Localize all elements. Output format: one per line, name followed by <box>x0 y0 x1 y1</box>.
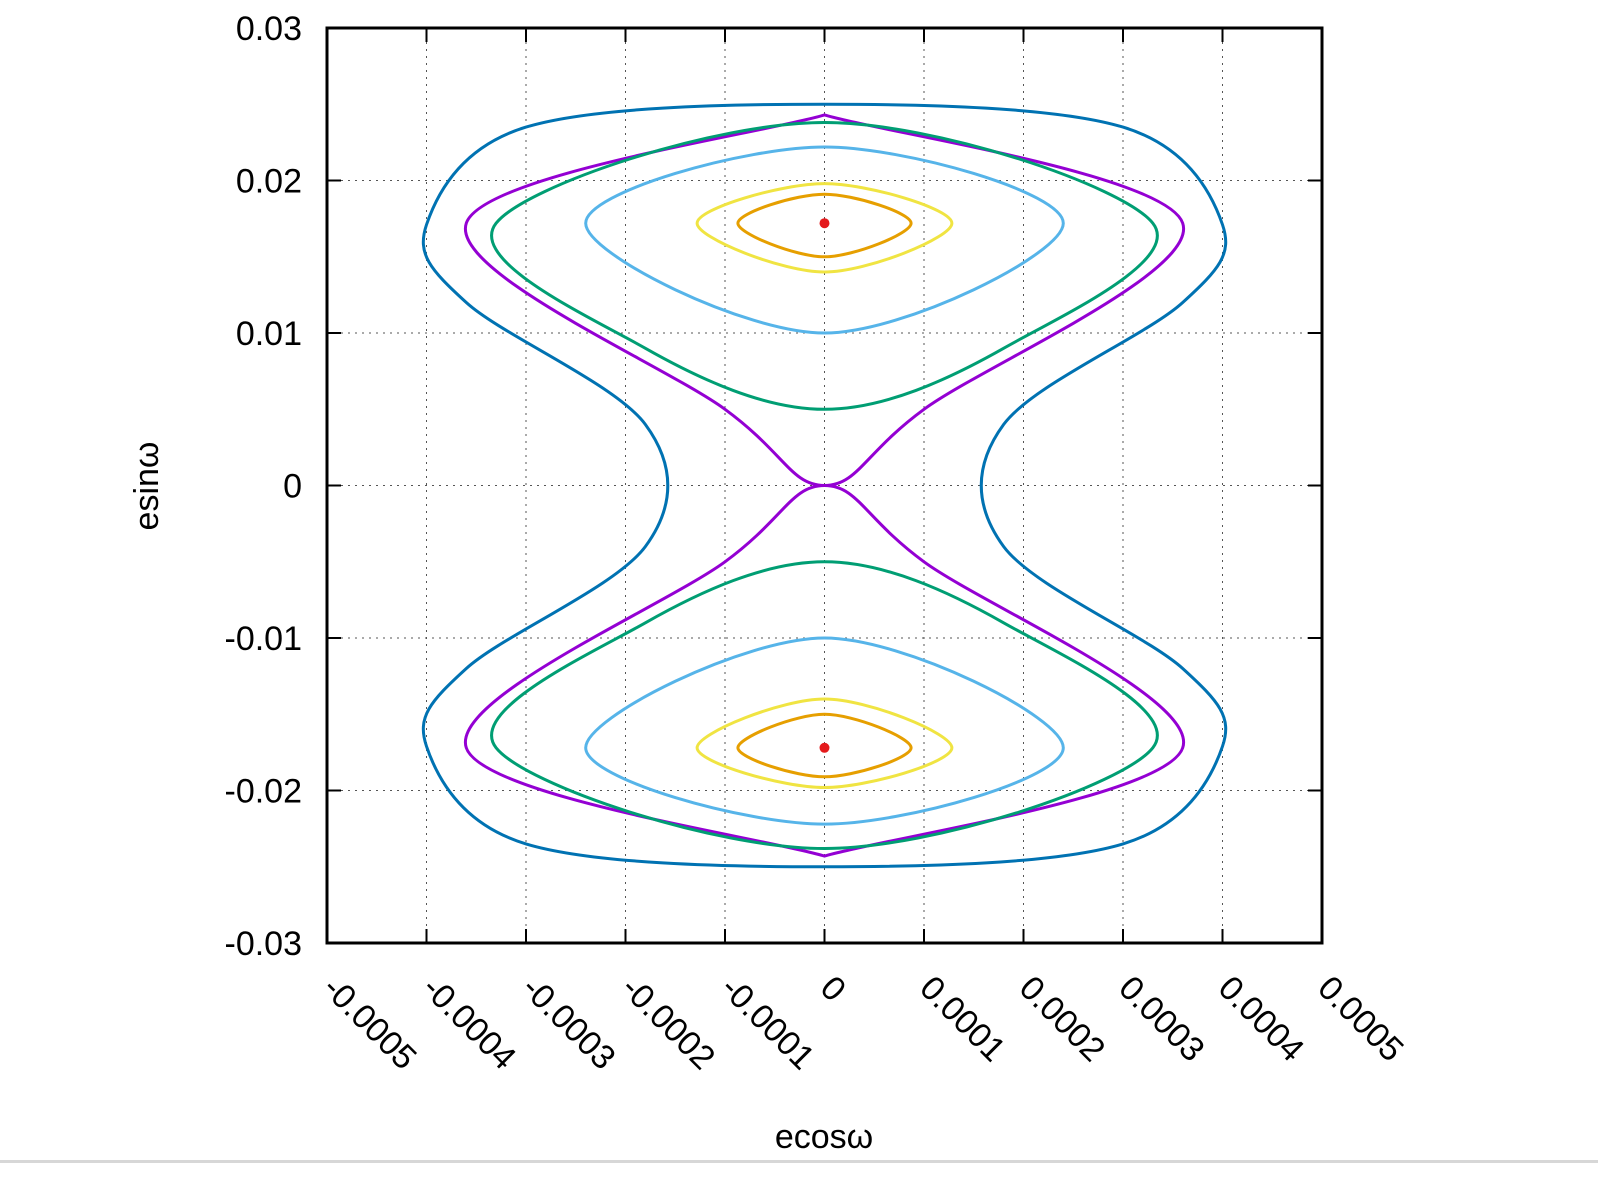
curves <box>421 102 1228 869</box>
libration-contour <box>490 560 1159 851</box>
libration-contour <box>584 636 1065 826</box>
x-tick-label: -0.0002 <box>614 969 722 1077</box>
x-tick-label: -0.0003 <box>514 969 622 1077</box>
y-tick-label: -0.02 <box>225 773 303 811</box>
libration-contour <box>736 712 913 779</box>
x-tick-label: 0.0004 <box>1211 969 1311 1069</box>
fixed-point-marker <box>819 742 830 753</box>
fixed-points <box>819 218 830 753</box>
outer-contour <box>421 102 1228 869</box>
x-tick-label: 0.0002 <box>1012 969 1112 1069</box>
fixed-point-marker <box>819 218 830 229</box>
y-tick-label: 0 <box>283 468 302 506</box>
libration-contour <box>584 145 1065 335</box>
x-tick-label: 0.0003 <box>1111 969 1211 1069</box>
libration-contour <box>695 697 954 790</box>
x-tick-label: -0.0005 <box>315 969 423 1077</box>
x-tick-label: 0 <box>813 969 853 1009</box>
y-tick-label: -0.01 <box>225 620 303 658</box>
libration-contour <box>695 182 954 274</box>
x-tick-label: -0.0004 <box>415 969 523 1077</box>
y-axis-label: esinω <box>128 442 166 531</box>
separatrix-lobe <box>464 483 1185 858</box>
x-tick-label: 0.0001 <box>912 969 1012 1069</box>
libration-contour <box>490 120 1159 411</box>
y-tick-label: -0.03 <box>225 925 303 963</box>
libration-contour <box>736 192 913 259</box>
bottom-divider <box>0 1160 1598 1163</box>
y-tick-label: 0.02 <box>236 163 302 201</box>
x-tick-label: 0.0005 <box>1310 969 1410 1069</box>
y-tick-label: 0.01 <box>236 315 302 353</box>
x-axis-label: ecosω <box>775 1118 873 1156</box>
x-tick-label: -0.0001 <box>713 969 821 1077</box>
y-tick-label: 0.03 <box>236 10 302 48</box>
separatrix-lobe <box>464 113 1185 488</box>
